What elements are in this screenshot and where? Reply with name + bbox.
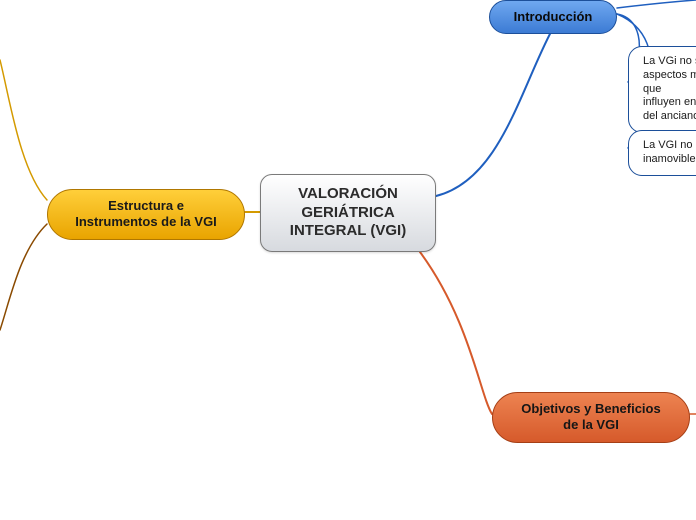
central-topic[interactable]: VALORACIÓN GERIÁTRICA INTEGRAL (VGI) bbox=[260, 174, 436, 252]
branch-estructura[interactable]: Estructura e Instrumentos de la VGI bbox=[47, 189, 245, 240]
leaf-vgi-inamovible[interactable]: La VGI no es un procedimiento inamovible… bbox=[628, 130, 696, 176]
branch-introduccion[interactable]: Introducción bbox=[489, 0, 617, 34]
leaf-vgi-aspectos[interactable]: La VGi no solo es una valoración de aspe… bbox=[628, 46, 696, 133]
branch-objetivos[interactable]: Objetivos y Beneficios de la VGI bbox=[492, 392, 690, 443]
